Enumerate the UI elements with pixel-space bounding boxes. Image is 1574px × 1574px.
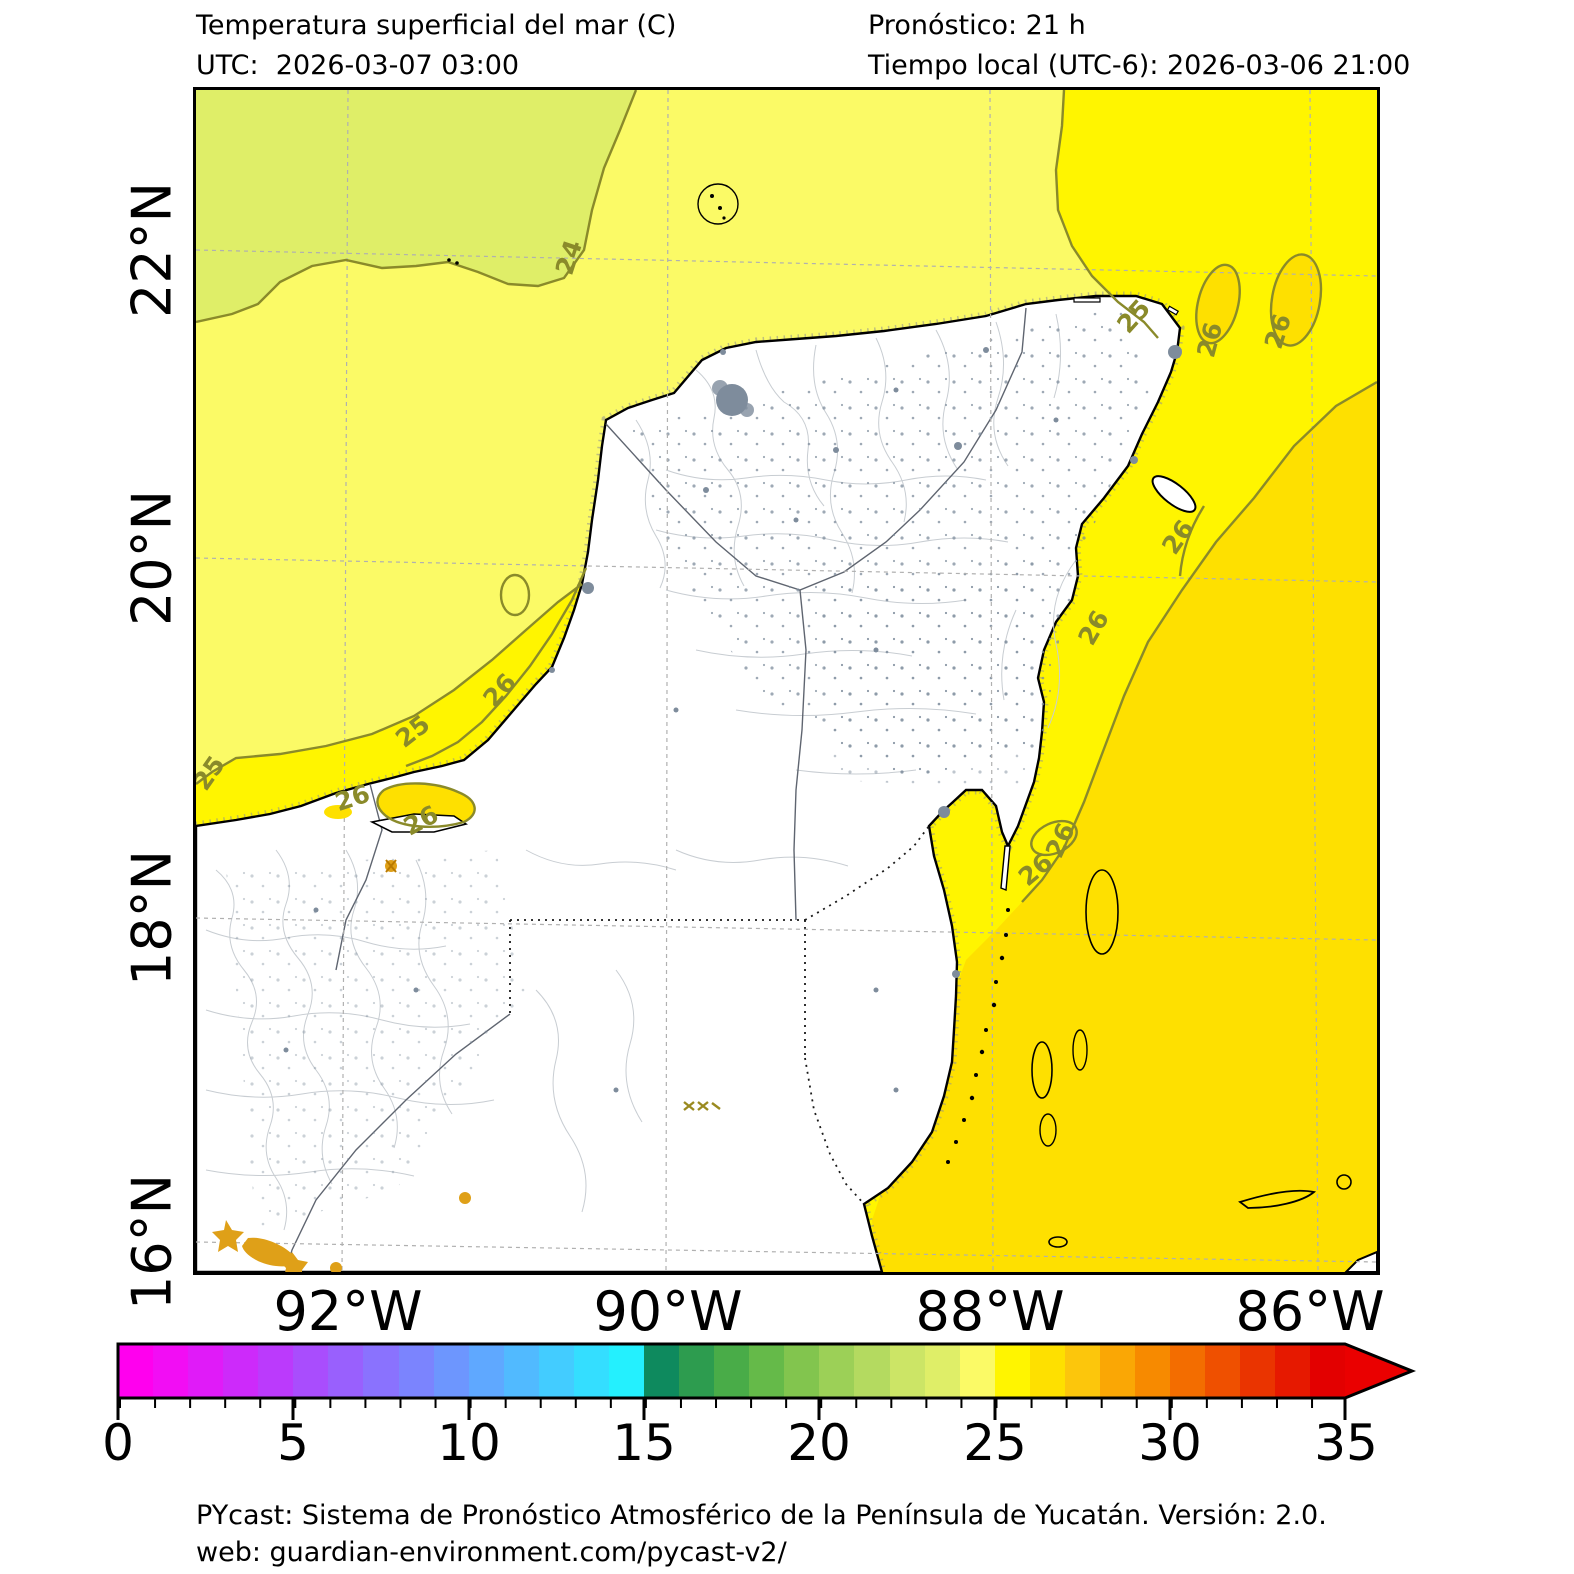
cbar-tick-0: 0 <box>102 1414 134 1472</box>
sea-band-26-27-caribbean <box>872 382 1377 1272</box>
sea-band-23-24-northwest <box>196 90 636 322</box>
islands <box>447 183 1352 1248</box>
settlement-speckle-southwest <box>226 850 526 1230</box>
ambergris-caye <box>1000 845 1011 891</box>
y-tick-16n: 16°N <box>120 1173 184 1311</box>
map-panel: 24 25 25 25 26 26 26 26 26 26 26 26 26 <box>193 87 1380 1275</box>
land-honduras-corner <box>1344 1250 1377 1272</box>
graticule <box>196 90 1377 1272</box>
local-time-label: Tiempo local (UTC-6): 2026-03-06 21:00 <box>868 50 1411 81</box>
cbar-tick-30: 30 <box>1138 1414 1202 1472</box>
cozumel-island <box>1151 475 1197 513</box>
lighthouse-reef <box>1072 1029 1088 1071</box>
lake-markers <box>212 859 721 1272</box>
holbox-island <box>1073 297 1101 303</box>
guanaja-island <box>1336 1174 1352 1190</box>
turneffe-atoll <box>1031 1041 1053 1099</box>
x-tick-86w: 86°W <box>1235 1280 1385 1343</box>
colorbar-outline <box>116 1342 1417 1400</box>
y-tick-22n: 22°N <box>120 181 184 319</box>
colorbar <box>100 1342 1440 1428</box>
roatan-island <box>1238 1189 1317 1209</box>
footer-web: web: guardian-environment.com/pycast-v2/ <box>196 1537 787 1568</box>
x-tick-92w: 92°W <box>273 1280 423 1343</box>
cbar-tick-10: 10 <box>437 1414 501 1472</box>
x-tick-88w: 88°W <box>915 1280 1065 1343</box>
page-title: Temperatura superficial del mar (C) <box>196 10 677 41</box>
cbar-tick-20: 20 <box>787 1414 851 1472</box>
colorbar-segments <box>118 1344 1346 1398</box>
cbar-tick-35: 35 <box>1314 1414 1378 1472</box>
warm-patch-terminos-2 <box>324 805 352 819</box>
belize-cayes <box>946 908 1010 1164</box>
banco-chinchorro <box>1085 869 1119 955</box>
cbar-tick-5: 5 <box>277 1414 309 1472</box>
city-markers <box>283 345 1182 1093</box>
colorbar-extend-arrow <box>1345 1344 1412 1398</box>
settlement-speckle-east <box>816 560 1036 790</box>
x-tick-90w: 90°W <box>593 1280 743 1343</box>
isla-del-carmen <box>369 813 468 833</box>
cbar-tick-25: 25 <box>963 1414 1027 1472</box>
forecast-hour-label: Pronóstico: 21 h <box>868 10 1086 41</box>
footer-version: PYcast: Sistema de Pronóstico Atmosféric… <box>196 1500 1327 1531</box>
utila-island <box>1048 1236 1068 1248</box>
utc-time-label: UTC: 2026-03-07 03:00 <box>196 50 520 81</box>
warm-pocket-ne-2 <box>1271 254 1321 346</box>
sst-map: 24 25 25 25 26 26 26 26 26 26 26 26 26 <box>196 90 1377 1272</box>
y-tick-20n: 20°N <box>120 489 184 627</box>
sst-contours <box>196 90 1377 903</box>
alacranes-reef <box>697 183 739 225</box>
colorbar-svg <box>116 1342 1417 1420</box>
y-tick-18n: 18°N <box>120 849 184 987</box>
isla-mujeres <box>1166 305 1180 316</box>
warm-pocket-ne-1 <box>1196 264 1240 344</box>
lake-cross-markers <box>683 1101 721 1111</box>
cbar-tick-15: 15 <box>612 1414 676 1472</box>
colorbar-major-ticks <box>116 1398 1347 1420</box>
